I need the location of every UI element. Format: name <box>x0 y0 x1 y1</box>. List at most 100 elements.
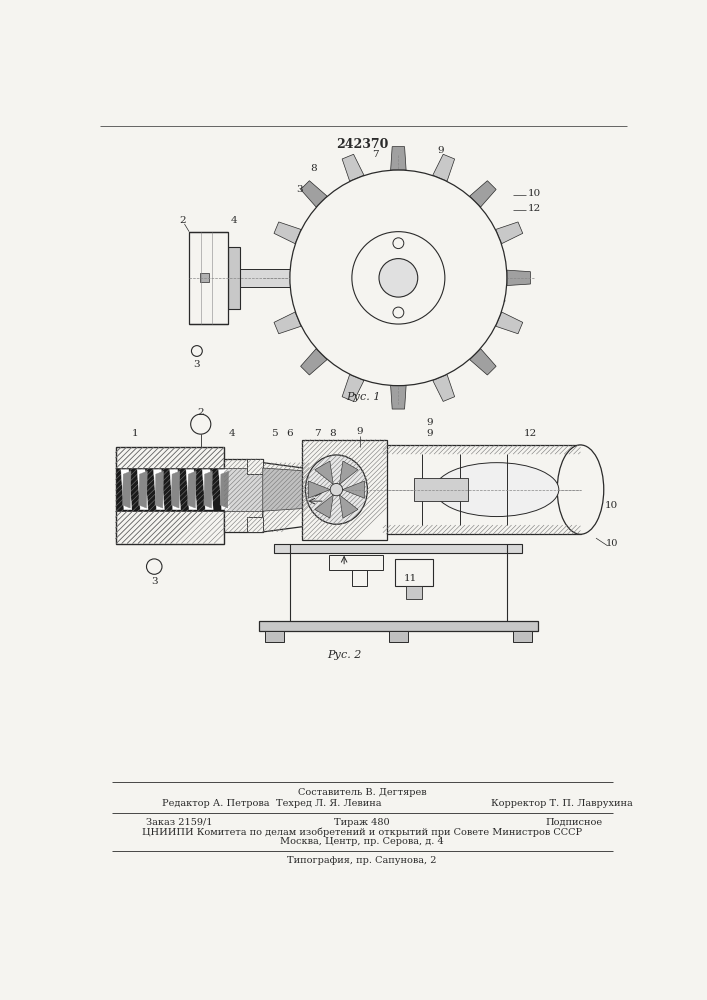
Polygon shape <box>240 269 290 287</box>
Text: 242370: 242370 <box>336 138 388 151</box>
Ellipse shape <box>330 483 343 496</box>
Ellipse shape <box>557 445 604 534</box>
Polygon shape <box>352 570 368 586</box>
Text: Редактор А. Петрова: Редактор А. Петрова <box>162 799 269 808</box>
Circle shape <box>146 559 162 574</box>
Text: 10: 10 <box>527 189 541 198</box>
Text: Подписное: Подписное <box>546 818 603 827</box>
Polygon shape <box>343 223 377 270</box>
Polygon shape <box>414 294 431 348</box>
Text: Рус. 2: Рус. 2 <box>327 650 361 660</box>
Text: 12: 12 <box>523 429 537 438</box>
Text: 8: 8 <box>329 429 336 438</box>
Text: 4: 4 <box>230 216 238 225</box>
Polygon shape <box>469 349 496 375</box>
Polygon shape <box>202 470 213 510</box>
Polygon shape <box>343 300 390 333</box>
Polygon shape <box>170 470 180 510</box>
Polygon shape <box>406 586 421 599</box>
Polygon shape <box>315 461 333 484</box>
Polygon shape <box>342 374 364 401</box>
Polygon shape <box>171 471 180 508</box>
Circle shape <box>352 232 445 324</box>
Text: 3: 3 <box>296 185 303 194</box>
Text: Составитель В. Дегтярев: Составитель В. Дегтярев <box>298 788 426 797</box>
Polygon shape <box>263 468 309 511</box>
Text: 11: 11 <box>404 574 416 583</box>
Circle shape <box>379 259 418 297</box>
Polygon shape <box>391 147 406 170</box>
Polygon shape <box>263 463 309 532</box>
Polygon shape <box>267 270 290 286</box>
Polygon shape <box>507 270 530 286</box>
Polygon shape <box>395 559 433 586</box>
Polygon shape <box>187 471 196 508</box>
Polygon shape <box>329 555 383 570</box>
Text: 9: 9 <box>356 427 363 436</box>
Text: 9: 9 <box>438 146 444 155</box>
Polygon shape <box>469 181 496 207</box>
Text: ЦНИИПИ Комитета по делам изобретений и открытий при Совете Министров СССР: ЦНИИПИ Комитета по делам изобретений и о… <box>142 828 582 837</box>
Polygon shape <box>407 223 454 256</box>
Text: 7: 7 <box>314 429 320 438</box>
Text: Рус. 1: Рус. 1 <box>346 392 380 402</box>
Text: Москва, Центр, пр. Серова, д. 4: Москва, Центр, пр. Серова, д. 4 <box>280 837 444 846</box>
Polygon shape <box>418 272 457 284</box>
Polygon shape <box>224 468 263 511</box>
Polygon shape <box>391 386 406 409</box>
Text: 2: 2 <box>180 216 186 225</box>
Ellipse shape <box>305 455 368 524</box>
Polygon shape <box>496 312 522 334</box>
Text: Техред Л. Я. Левина: Техред Л. Я. Левина <box>276 799 381 808</box>
Polygon shape <box>383 445 580 534</box>
Polygon shape <box>218 470 230 510</box>
Text: 10: 10 <box>605 539 618 548</box>
Text: 2: 2 <box>197 408 204 417</box>
Polygon shape <box>470 272 480 284</box>
Polygon shape <box>247 459 263 474</box>
Text: Заказ 2159/1: Заказ 2159/1 <box>146 818 213 827</box>
Polygon shape <box>274 222 301 244</box>
Text: 9: 9 <box>426 429 433 438</box>
Polygon shape <box>155 471 163 508</box>
Circle shape <box>191 414 211 434</box>
Text: Типография, пр. Сапунова, 2: Типография, пр. Сапунова, 2 <box>287 856 437 865</box>
Polygon shape <box>339 495 358 518</box>
Text: 5: 5 <box>271 429 278 438</box>
Polygon shape <box>328 294 382 310</box>
Polygon shape <box>513 631 532 642</box>
Polygon shape <box>121 470 132 510</box>
Polygon shape <box>186 470 197 510</box>
Polygon shape <box>315 495 333 518</box>
Polygon shape <box>343 481 365 498</box>
Polygon shape <box>300 349 327 375</box>
Polygon shape <box>115 447 224 544</box>
Polygon shape <box>339 461 358 484</box>
Polygon shape <box>342 154 364 181</box>
Ellipse shape <box>435 463 559 517</box>
Polygon shape <box>153 470 164 510</box>
Polygon shape <box>308 481 330 498</box>
Text: 10: 10 <box>605 500 618 510</box>
Text: 12: 12 <box>527 204 541 213</box>
Polygon shape <box>457 266 470 289</box>
Text: 1: 1 <box>132 429 138 438</box>
Polygon shape <box>389 631 408 642</box>
Text: 9: 9 <box>426 418 433 427</box>
Text: 7: 7 <box>372 150 378 159</box>
Circle shape <box>290 170 507 386</box>
Polygon shape <box>115 468 224 511</box>
Polygon shape <box>122 471 131 508</box>
Polygon shape <box>265 631 284 642</box>
Polygon shape <box>220 471 228 508</box>
Polygon shape <box>366 208 382 262</box>
Polygon shape <box>414 478 468 501</box>
Polygon shape <box>204 471 212 508</box>
Circle shape <box>393 307 404 318</box>
Circle shape <box>393 238 404 249</box>
Text: 8: 8 <box>310 164 317 173</box>
Polygon shape <box>228 247 240 309</box>
Polygon shape <box>300 181 327 207</box>
Polygon shape <box>415 246 469 262</box>
Polygon shape <box>259 620 538 631</box>
